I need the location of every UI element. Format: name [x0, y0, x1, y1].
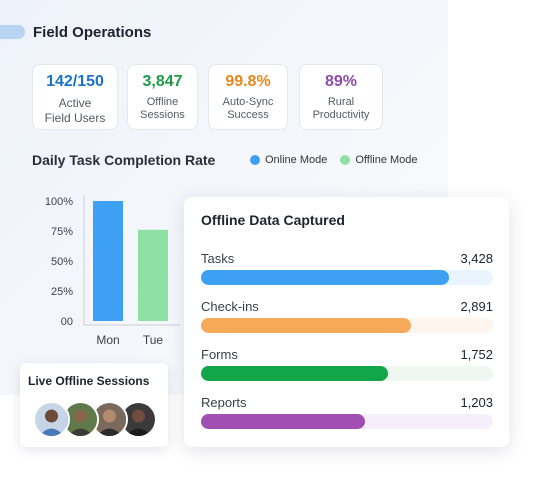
- row-value: 3,428: [460, 251, 493, 266]
- stat-value: 99.8%: [225, 73, 271, 90]
- legend-label-offline: Offline Mode: [355, 154, 418, 166]
- x-tick-label: Mon: [96, 333, 119, 347]
- progress-track: [201, 414, 493, 429]
- bar-tue[interactable]: [138, 229, 168, 321]
- progress-fill: [201, 318, 412, 333]
- header-accent: [0, 25, 25, 39]
- avatar-user-1[interactable]: [33, 401, 70, 438]
- stat-value: 142/150: [46, 73, 104, 90]
- stat-value: 89%: [324, 73, 358, 90]
- progress-track: [201, 318, 493, 333]
- legend-label-online: Online Mode: [265, 154, 328, 166]
- y-tick-label: 75%: [51, 226, 73, 238]
- bar-mon[interactable]: [93, 201, 123, 321]
- page-title: Field Operations: [33, 23, 152, 41]
- stat-card-rural-productivity[interactable]: 89% Rural Productivity: [299, 64, 383, 130]
- row-value: 2,891: [460, 299, 493, 314]
- task-completion-chart: 100% 75% 50% 25% 00 Mon Tue: [45, 195, 180, 347]
- stat-label: Rural Productivity: [312, 96, 370, 121]
- chart-title: Daily Task Completion Rate: [32, 152, 216, 168]
- progress-fill: [201, 366, 388, 381]
- y-tick-label: 25%: [51, 286, 73, 298]
- y-tick-label: 00: [61, 316, 73, 328]
- header: Field Operations: [0, 20, 151, 44]
- legend-dot-online: [250, 155, 260, 165]
- row-label: Reports: [201, 395, 247, 410]
- legend-item-online: Online Mode: [250, 154, 327, 166]
- person-icon: [35, 403, 68, 436]
- progress-track: [201, 270, 493, 285]
- y-tick-label: 50%: [51, 256, 73, 268]
- chart-legend: Online Mode Offline Mode: [250, 154, 431, 166]
- row-label: Forms: [201, 347, 238, 362]
- row-value: 1,203: [460, 395, 493, 410]
- x-tick-label: Tue: [143, 333, 164, 347]
- sessions-title: Live Offline Sessions: [28, 374, 150, 388]
- stat-label: Offline Sessions: [140, 96, 185, 121]
- stat-card-active-users[interactable]: 142/150 Active Field Users: [32, 64, 118, 130]
- row-label: Tasks: [201, 251, 235, 266]
- row-label: Check-ins: [201, 299, 259, 314]
- legend-item-offline: Offline Mode: [340, 154, 418, 166]
- stat-card-offline-sessions[interactable]: 3,847 Offline Sessions: [127, 64, 198, 130]
- row-value: 1,752: [460, 347, 493, 362]
- progress-fill: [201, 414, 365, 429]
- stat-value: 3,847: [142, 73, 183, 90]
- offline-data-card: Offline Data Captured Tasks 3,428 Check-in…: [184, 197, 509, 447]
- live-sessions-card: Live Offline Sessions: [20, 363, 168, 447]
- card-title: Offline Data Captured: [201, 212, 345, 228]
- progress-track: [201, 366, 493, 381]
- stat-label: Active Field Users: [44, 96, 106, 125]
- chart-axes: [83, 195, 180, 326]
- legend-dot-offline: [340, 155, 351, 165]
- stat-label: Auto-Sync Success: [222, 96, 274, 121]
- stat-card-auto-sync[interactable]: 99.8% Auto-Sync Success: [208, 64, 288, 130]
- progress-fill: [201, 270, 450, 285]
- y-tick-label: 100%: [45, 196, 73, 208]
